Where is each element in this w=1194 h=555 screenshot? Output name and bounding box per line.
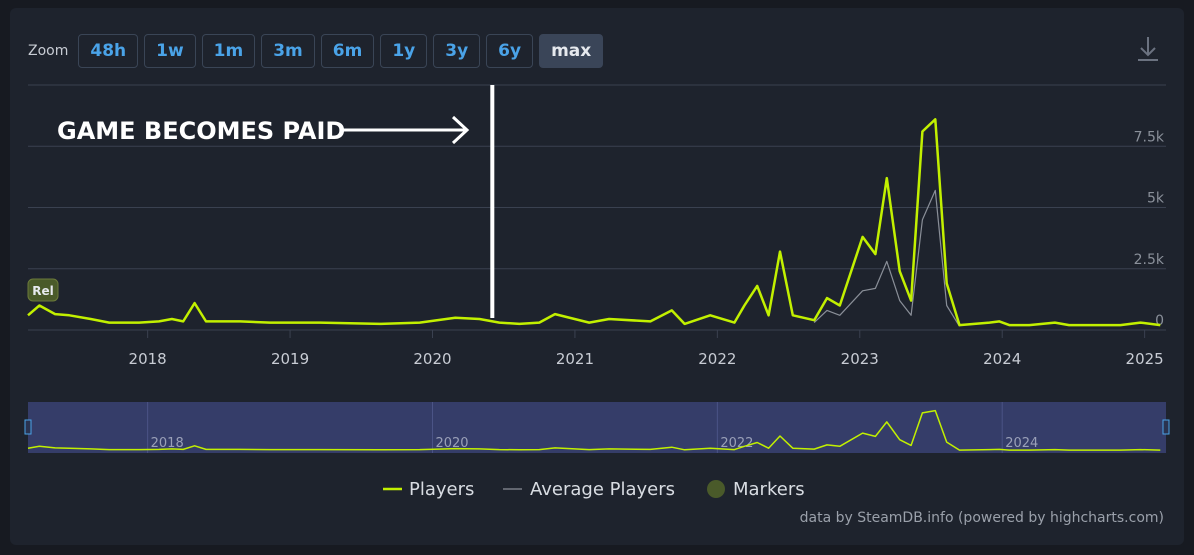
x-tick-label: 2019 <box>271 350 309 368</box>
legend-label[interactable]: Average Players <box>530 479 675 500</box>
card <box>10 8 1184 545</box>
legend-swatch <box>707 480 725 498</box>
marker-badge <box>27 278 59 302</box>
navigator-handle[interactable] <box>1162 419 1170 435</box>
y-tick-label: 7.5k <box>1134 129 1165 145</box>
download-icon[interactable] <box>1138 37 1158 61</box>
zoom-button[interactable]: 6m <box>320 34 375 68</box>
zoom-button[interactable]: 1y <box>380 34 428 68</box>
navigator-bg <box>28 402 1166 453</box>
x-tick-label: 2018 <box>129 350 167 368</box>
zoom-bar: Zoom 48h 1w 1m 3m 6m 1y 3y 6y max <box>28 34 604 68</box>
x-tick-label: 2021 <box>556 350 594 368</box>
zoom-button[interactable]: max <box>539 34 604 68</box>
navigator-label: 2020 <box>435 436 468 451</box>
zoom-button[interactable]: 6y <box>486 34 534 68</box>
y-tick-label: 2.5k <box>1134 252 1165 268</box>
x-tick-label: 2025 <box>1126 350 1164 368</box>
zoom-button[interactable]: 3m <box>261 34 315 68</box>
x-tick-label: 2022 <box>698 350 736 368</box>
credit: data by SteamDB.info (powered by highcha… <box>800 510 1164 526</box>
legend-label[interactable]: Players <box>409 479 474 500</box>
series-line <box>813 189 961 327</box>
marker-label: Rel <box>32 284 54 298</box>
series-line <box>27 118 1161 327</box>
zoom-button[interactable]: 48h <box>78 34 139 68</box>
zoom-button[interactable]: 1m <box>201 34 256 68</box>
zoom-button[interactable]: 1w <box>144 34 196 68</box>
zoom-label: Zoom <box>28 43 69 59</box>
zoom-button[interactable]: 3y <box>433 34 481 68</box>
navigator-label: 2024 <box>1005 436 1038 451</box>
x-tick-label: 2020 <box>413 350 451 368</box>
navigator-label: 2022 <box>720 436 753 451</box>
x-tick-label: 2024 <box>983 350 1021 368</box>
legend-label[interactable]: Markers <box>733 479 805 500</box>
series-line <box>27 409 1161 451</box>
y-tick-label: 5k <box>1147 191 1165 207</box>
annotation-arrowhead <box>451 115 470 145</box>
y-tick-label: 0 <box>1155 313 1164 329</box>
navigator-handle[interactable] <box>24 419 32 435</box>
x-tick-label: 2023 <box>841 350 879 368</box>
navigator-label: 2018 <box>151 436 184 451</box>
annotation-text: GAME BECOMES PAID <box>57 117 345 145</box>
